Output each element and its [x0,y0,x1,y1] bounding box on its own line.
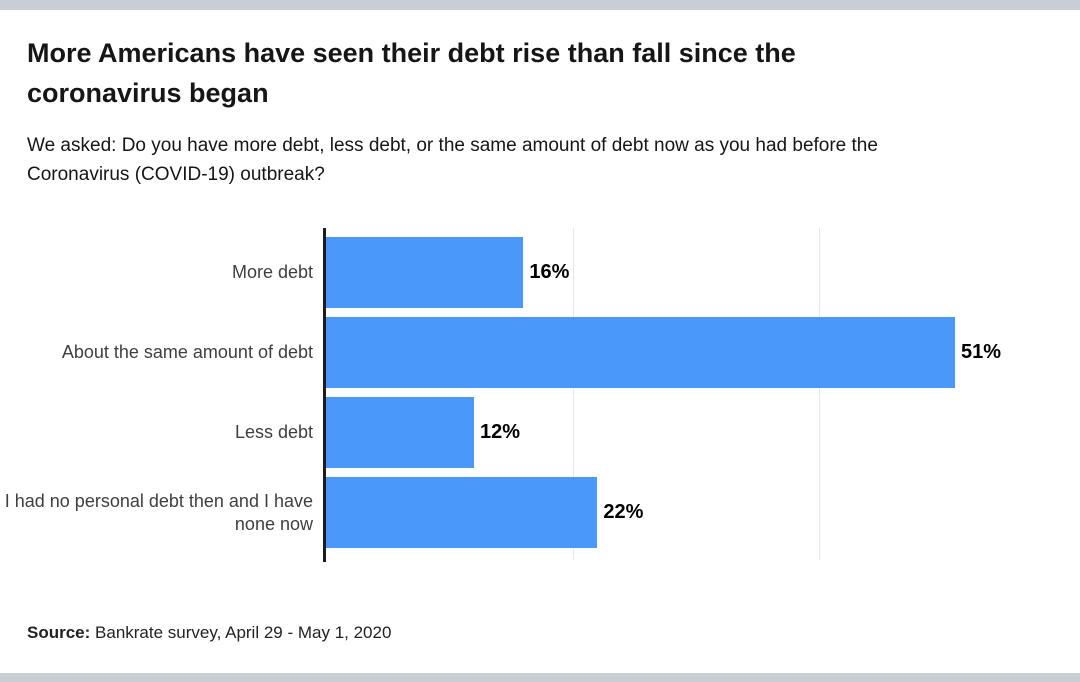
bar-row: 12% [326,397,1066,468]
category-label: Less debt [234,422,313,442]
gridline [572,228,574,560]
bar [326,237,524,308]
category-label: I had no personal debt then and I have n… [4,490,313,534]
source-line: Source: Bankrate survey, April 29 - May … [27,623,391,643]
bar [326,397,474,468]
bar-value-label: 51% [961,341,1002,363]
category-axis-labels: More debt About the same amount of debt Le… [0,237,313,548]
bar-value-label: 16% [529,261,570,283]
bar-value-label: 22% [603,501,644,523]
bar [326,317,955,388]
bar-row: 16% [326,237,1066,308]
source-text: Bankrate survey, April 29 - May 1, 2020 [90,623,392,642]
chart-rows: 16% 51% 12% 22% [326,237,1066,548]
bar-row: 51% [326,317,1066,388]
category-label: More debt [231,262,313,282]
top-border-strip [0,0,1080,10]
bar-value-label: 12% [480,421,521,443]
bar-row: 22% [326,477,1066,548]
gridline [819,228,821,560]
chart-subtitle: We asked: Do you have more debt, less de… [27,135,878,185]
chart-title: More Americans have seen their debt rise… [27,38,796,108]
plot-area: 16% 51% 12% 22% [323,228,1066,562]
bottom-border-strip [0,673,1080,682]
category-label: About the same amount of debt [61,342,313,362]
chart-header: More Americans have seen their debt rise… [27,33,987,189]
bar-chart: More debt About the same amount of debt Le… [0,228,1080,562]
source-label: Source: [27,623,91,642]
bar [326,477,598,548]
